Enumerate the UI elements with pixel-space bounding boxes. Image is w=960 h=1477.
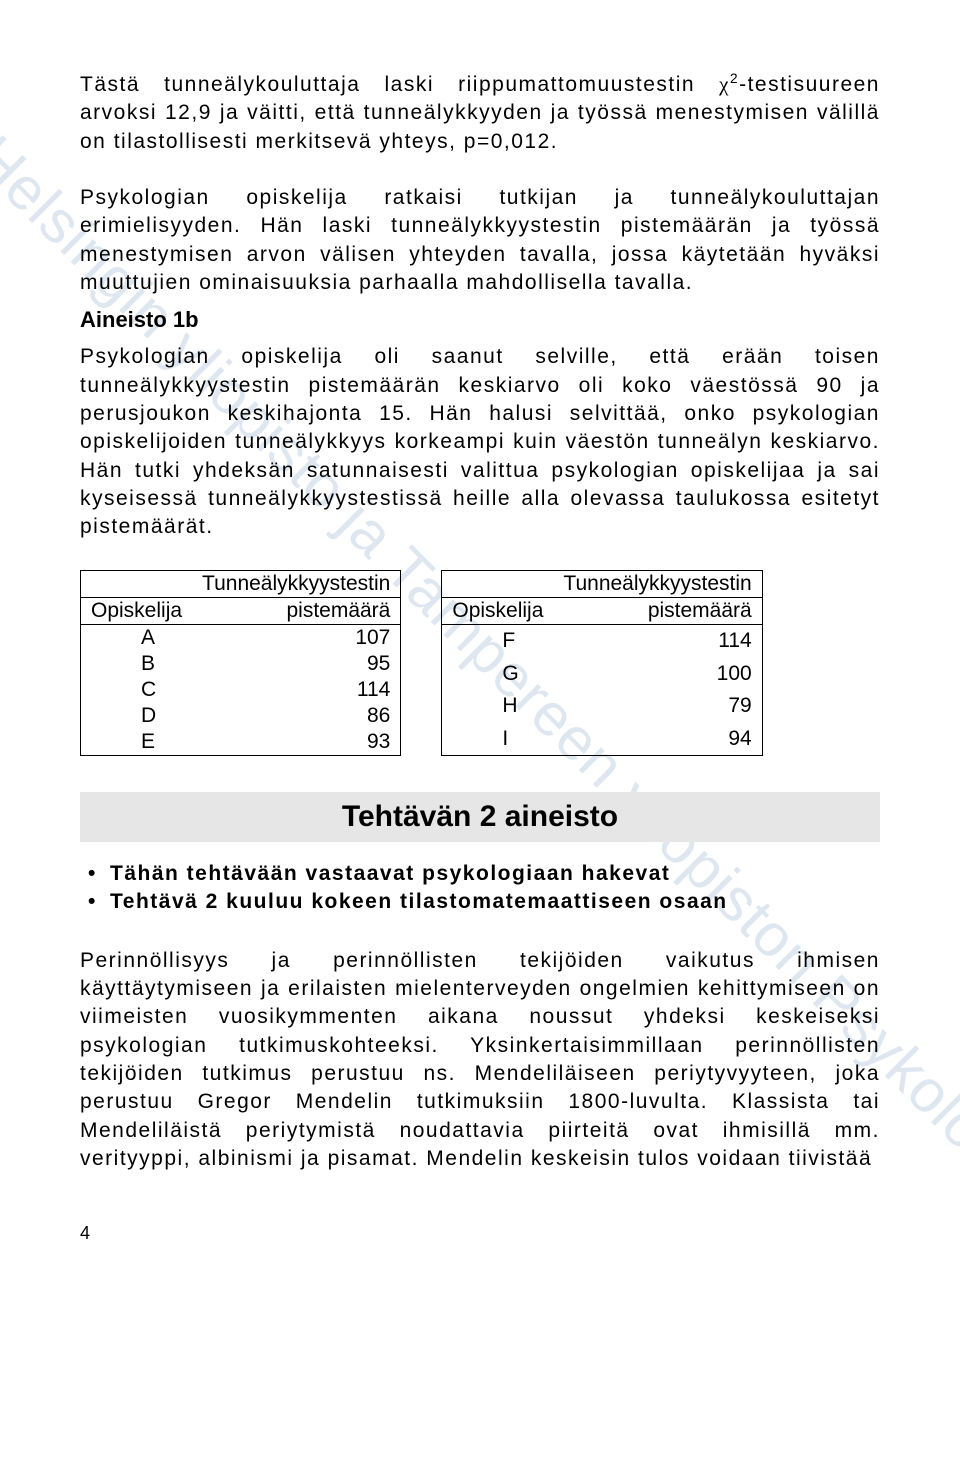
page-number: 4 <box>80 1223 880 1244</box>
chi-exponent: 2 <box>730 71 739 86</box>
cell-value: 79 <box>553 690 762 722</box>
table-row: G100 <box>442 657 762 689</box>
chi-symbol: χ <box>719 72 730 96</box>
table-right: Tunneälykkyystestin Opiskelijapistemäärä… <box>441 570 762 756</box>
table-row: E93 <box>81 729 401 756</box>
paragraph-3: Psykologian opiskelija oli saanut selvil… <box>80 343 880 541</box>
bullet-item: Tehtävä 2 kuuluu kokeen tilastomatemaatt… <box>88 888 880 916</box>
cell-value: 86 <box>192 703 401 729</box>
cell-student: D <box>81 703 193 729</box>
cell-value: 100 <box>553 657 762 689</box>
table-row: H79 <box>442 690 762 722</box>
th-score-line1: Tunneälykkyystestin <box>192 570 401 597</box>
table-row: C114 <box>81 677 401 703</box>
paragraph-2: Psykologian opiskelija ratkaisi tutkijan… <box>80 184 880 297</box>
cell-student: I <box>442 722 554 755</box>
cell-student: C <box>81 677 193 703</box>
table-row: I94 <box>442 722 762 755</box>
section-banner: Tehtävän 2 aineisto <box>80 792 880 842</box>
table-row: B95 <box>81 651 401 677</box>
bullet-item: Tähän tehtävään vastaavat psykologiaan h… <box>88 860 880 888</box>
paragraph-1: Tästä tunneälykouluttaja laski riippumat… <box>80 70 880 156</box>
cell-value: 95 <box>192 651 401 677</box>
cell-student: B <box>81 651 193 677</box>
para1-pre: Tästä tunneälykouluttaja laski riippumat… <box>80 73 719 96</box>
th-score-line2: pistemäärä <box>192 597 401 624</box>
table-row: A107 <box>81 624 401 651</box>
cell-value: 94 <box>553 722 762 755</box>
table-left: Tunneälykkyystestin Opiskelijapistemäärä… <box>80 570 401 756</box>
page-content: Tästä tunneälykouluttaja laski riippumat… <box>80 70 880 1244</box>
table-row: D86 <box>81 703 401 729</box>
cell-value: 107 <box>192 624 401 651</box>
cell-value: 114 <box>553 624 762 657</box>
cell-value: 114 <box>192 677 401 703</box>
cell-student: H <box>442 690 554 722</box>
th-score-line2: pistemäärä <box>553 597 762 624</box>
paragraph-4: Perinnöllisyys ja perinnöllisten tekijöi… <box>80 947 880 1174</box>
th-score-line1: Tunneälykkyystestin <box>553 570 762 597</box>
cell-value: 93 <box>192 729 401 756</box>
bullet-list: Tähän tehtävään vastaavat psykologiaan h… <box>88 860 880 917</box>
th-student: Opiskelija <box>81 597 193 624</box>
table-row: F114 <box>442 624 762 657</box>
tables-row: Tunneälykkyystestin Opiskelijapistemäärä… <box>80 570 880 756</box>
th-student: Opiskelija <box>442 597 554 624</box>
cell-student: G <box>442 657 554 689</box>
cell-student: E <box>81 729 193 756</box>
cell-student: F <box>442 624 554 657</box>
subheading-aineisto-1b: Aineisto 1b <box>80 307 880 333</box>
cell-student: A <box>81 624 193 651</box>
